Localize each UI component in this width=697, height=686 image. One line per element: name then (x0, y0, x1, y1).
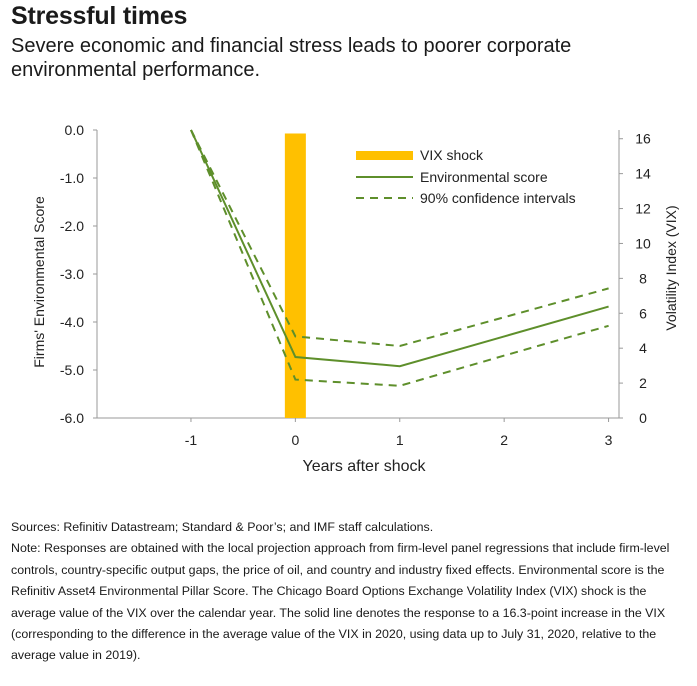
y2-axis-title: Volatility Index (VIX) (663, 205, 679, 330)
y2-tick-label: 8 (639, 270, 647, 286)
x-tick-label: 2 (500, 432, 508, 448)
legend-label-vix: VIX shock (420, 147, 484, 163)
confidence-interval-line (190, 129, 609, 348)
y2-tick-label: 6 (639, 305, 647, 321)
y-tick-label: -1.0 (60, 170, 84, 186)
chart-area: 0.0-1.0-2.0-3.0-4.0-5.0-6.0 0246810121416… (31, 122, 679, 475)
y2-tick-label: 16 (635, 131, 651, 147)
legend: VIX shock Environmental score 90% confid… (356, 147, 576, 206)
legend-label-ci: 90% confidence intervals (420, 190, 576, 206)
y-tick-label: -5.0 (60, 362, 84, 378)
y2-tick-label: 2 (639, 375, 647, 391)
chart-subtitle: Severe economic and financial stress lea… (11, 35, 572, 81)
x-tick-label: 1 (396, 432, 404, 448)
y2-tick-label: 14 (635, 166, 651, 182)
sources-text: Sources: Refinitiv Datastream; Standard … (11, 520, 434, 534)
x-tick-label: 0 (291, 432, 299, 448)
y-tick-label: -4.0 (60, 314, 84, 330)
legend-swatch-vix (356, 151, 413, 160)
environmental-score-line (190, 129, 609, 368)
y2-tick-label: 12 (635, 201, 651, 217)
x-tick-label: -1 (185, 432, 198, 448)
y2-tick-label: 10 (635, 235, 651, 251)
legend-label-score: Environmental score (420, 169, 548, 185)
y-tick-label: -3.0 (60, 266, 84, 282)
x-axis-title: Years after shock (302, 458, 426, 475)
y2-tick-label: 0 (639, 410, 647, 426)
y2-tick-label: 4 (639, 340, 647, 356)
y-tick-label: 0.0 (65, 122, 85, 138)
y-tick-label: -2.0 (60, 218, 84, 234)
chart-title: Stressful times (11, 2, 188, 30)
chart-notes: Sources: Refinitiv Datastream; Standard … (11, 517, 687, 667)
x-tick-label: 3 (605, 432, 613, 448)
note-text: Note: Responses are obtained with the lo… (11, 541, 670, 663)
confidence-interval-line (190, 129, 609, 387)
vix-shock-bar (284, 133, 306, 418)
y-axis-title: Firms' Environmental Score (31, 196, 47, 368)
y-tick-label: -6.0 (60, 410, 84, 426)
